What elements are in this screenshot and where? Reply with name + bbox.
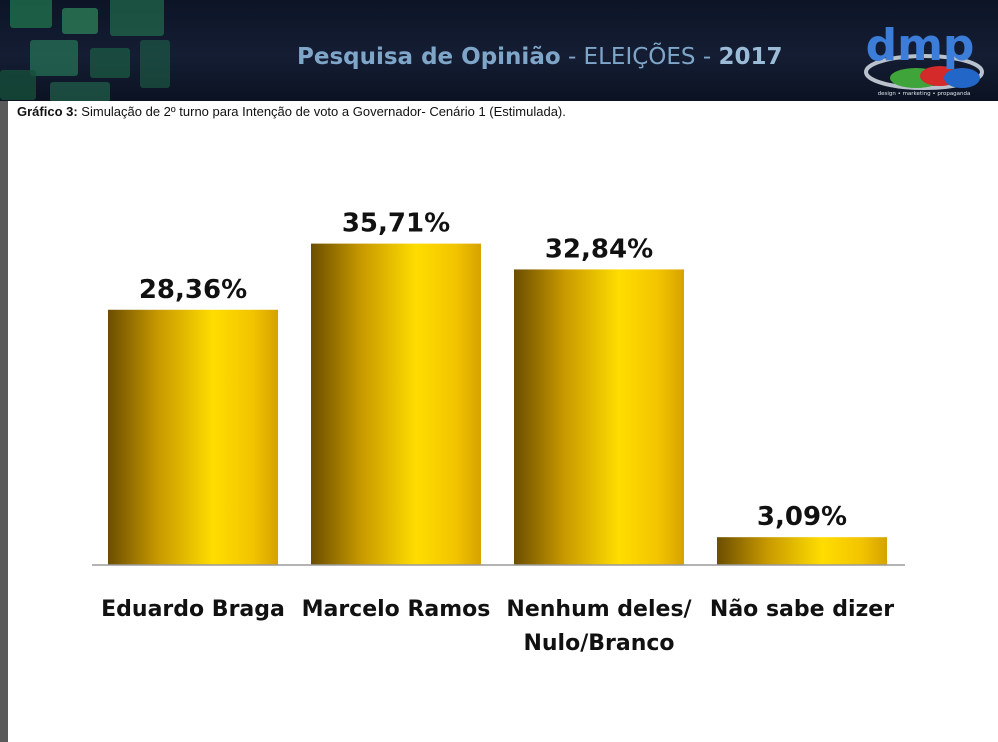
banner-decor <box>30 40 78 76</box>
category-label-line: Marcelo Ramos <box>301 597 491 622</box>
category-label-line: Eduardo Braga <box>101 597 285 622</box>
logo-tagline: design • marketing • propaganda <box>878 91 971 97</box>
category-label-4: Não sabe dizer <box>702 593 902 627</box>
banner-decor <box>110 0 164 36</box>
caption-label: Gráfico 3: <box>17 104 78 119</box>
caption-text: Simulação de 2º turno para Intenção de v… <box>77 104 566 119</box>
category-label-line: Nulo/Branco <box>523 631 675 656</box>
banner-decor <box>10 0 52 28</box>
banner-title: Pesquisa de Opinião - ELEIÇÕES - 2017 <box>297 44 782 70</box>
banner-title-main: Pesquisa de Opinião <box>297 44 561 70</box>
bars-layer <box>108 243 887 566</box>
logo-text: dmp <box>866 20 975 71</box>
category-label-2: Marcelo Ramos <box>296 593 496 627</box>
data-labels-layer: 28,36% 35,71% 32,84% 3,09% <box>139 209 847 533</box>
bar-3 <box>514 269 684 565</box>
chart-caption: Gráfico 3: Simulação de 2º turno para In… <box>17 104 566 119</box>
data-label-1: 28,36% <box>139 275 247 305</box>
banner-decor <box>140 40 170 88</box>
data-label-4: 3,09% <box>757 502 847 532</box>
page-left-edge <box>0 0 8 742</box>
category-label-line: Não sabe dizer <box>709 597 895 622</box>
category-label-1: Eduardo Braga <box>93 593 293 627</box>
banner-title-section: - ELEIÇÕES - <box>560 44 719 70</box>
banner-decor <box>50 82 110 101</box>
banner-decor <box>0 70 36 100</box>
bar-4 <box>717 537 887 565</box>
data-label-2: 35,71% <box>342 209 450 239</box>
banner-decor <box>62 8 98 34</box>
data-label-3: 32,84% <box>545 234 653 264</box>
header-banner: Pesquisa de Opinião - ELEIÇÕES - 2017 dm… <box>0 0 998 101</box>
bar-1 <box>108 309 278 565</box>
bar-2 <box>311 243 481 566</box>
banner-decor <box>90 48 130 78</box>
category-label-line: Nenhum deles/ <box>506 597 692 622</box>
dmp-logo: dmp design • marketing • propaganda <box>864 20 984 97</box>
banner-year: 2017 <box>718 44 783 70</box>
category-label-3: Nenhum deles/Nulo/Branco <box>499 593 699 661</box>
